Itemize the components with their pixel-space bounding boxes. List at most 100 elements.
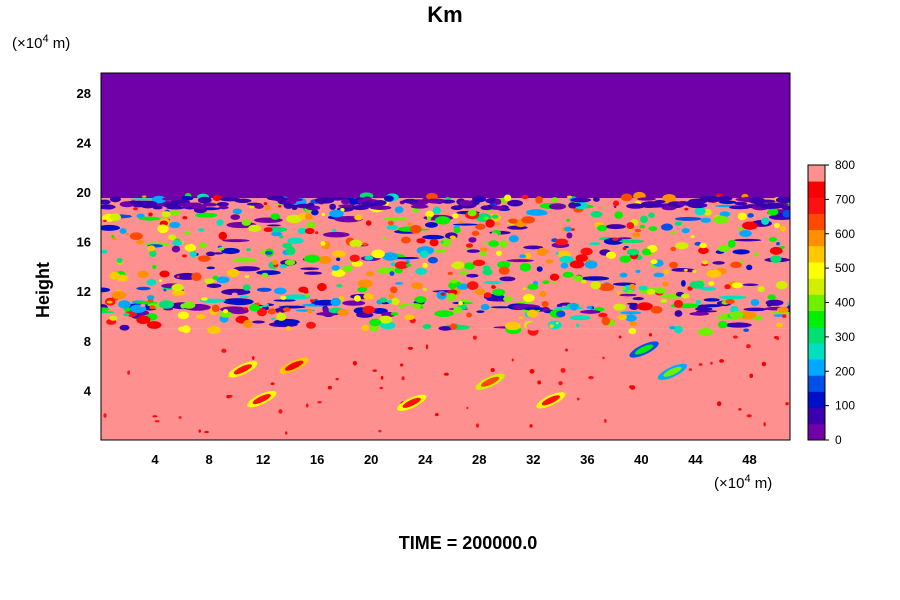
texture-streak: [680, 280, 686, 287]
texture-patch: [564, 226, 572, 232]
speckle: [776, 336, 780, 341]
texture-patch: [169, 221, 181, 229]
x-tick-label: 48: [742, 452, 756, 467]
texture-patch: [620, 193, 633, 202]
y-axis-unit: (×104 m): [12, 33, 70, 52]
texture-patch: [562, 271, 574, 278]
texture-patch: [109, 213, 121, 221]
y-tick-labels: 4 8 12 16 20 24 28: [77, 86, 92, 399]
texture-patch: [572, 275, 583, 282]
texture-patch: [242, 284, 251, 291]
texture-patch: [753, 252, 759, 257]
texture-patch: [739, 208, 746, 214]
texture-edge: [402, 198, 418, 204]
texture-patch: [267, 308, 277, 315]
texture-patch: [132, 207, 138, 211]
texture-patch: [466, 312, 472, 318]
texture-streak: [230, 214, 241, 220]
texture-patch: [641, 248, 651, 256]
texture-patch: [613, 200, 620, 207]
colorbar-swatch: [808, 423, 825, 441]
texture-streak: [287, 237, 304, 244]
texture-patch: [626, 222, 635, 229]
texture-patch: [684, 207, 689, 211]
texture-streak: [773, 314, 785, 317]
texture-patch: [614, 211, 623, 219]
texture-patch: [661, 223, 673, 231]
speckle: [749, 373, 754, 379]
texture-patch: [542, 280, 550, 285]
texture-streak: [566, 232, 573, 239]
texture-patch: [497, 260, 511, 269]
texture-patch: [590, 210, 603, 218]
texture-streak: [195, 212, 218, 218]
texture-patch: [737, 212, 747, 221]
texture-patch: [361, 242, 368, 246]
texture-patch: [559, 255, 574, 263]
colorbar-swatch: [808, 229, 825, 247]
texture-patch: [371, 249, 385, 259]
texture-streak: [101, 224, 120, 231]
texture-edge: [109, 196, 121, 203]
texture-patch: [521, 216, 536, 224]
speckle: [602, 356, 605, 360]
texture-patch: [687, 286, 693, 291]
texture-patch: [353, 295, 361, 302]
texture-patch: [159, 300, 174, 309]
texture-patch: [249, 304, 261, 312]
texture-patch: [738, 310, 757, 320]
texture-patch: [580, 247, 593, 256]
texture-patch: [363, 293, 374, 300]
texture-patch: [198, 228, 205, 232]
texture-patch: [204, 278, 215, 284]
texture-edge: [329, 203, 337, 210]
texture-patch: [750, 298, 760, 307]
texture-patch: [675, 242, 689, 250]
texture-edge: [760, 203, 777, 210]
texture-edge: [475, 198, 484, 202]
texture-patch: [748, 280, 753, 283]
speckle: [152, 415, 158, 418]
y-tick-label: 16: [77, 235, 91, 250]
texture-streak: [434, 310, 454, 318]
texture-patch: [440, 238, 452, 247]
speckle: [435, 412, 439, 417]
texture-patch: [646, 288, 656, 295]
texture-streak: [273, 318, 300, 325]
texture-patch: [451, 261, 465, 270]
texture-patch: [449, 278, 459, 284]
speckle: [226, 394, 231, 399]
texture-patch: [419, 250, 429, 258]
texture-streak: [605, 224, 626, 230]
texture-streak: [499, 276, 516, 282]
texture-patch: [622, 246, 627, 251]
texture-streak: [746, 264, 753, 271]
colorbar-swatch: [808, 375, 825, 392]
texture-patch: [498, 266, 510, 275]
texture-patch: [136, 315, 151, 325]
texture-patch: [196, 314, 206, 320]
texture-streak: [553, 306, 584, 310]
texture-patch: [522, 287, 526, 291]
texture-edge: [729, 205, 751, 210]
speckle: [576, 397, 580, 401]
colorbar-swatch: [808, 407, 825, 425]
speckle: [476, 423, 479, 428]
texture-patch: [258, 298, 269, 306]
x-tick-label: 24: [418, 452, 433, 467]
speckle: [178, 416, 182, 419]
texture-patch: [425, 210, 434, 218]
texture-patch: [575, 323, 580, 327]
texture-patch: [584, 260, 598, 269]
texture-edge: [101, 199, 111, 205]
texture-streak: [569, 315, 591, 321]
texture-patch: [503, 296, 513, 302]
texture-streak: [732, 249, 750, 255]
speckle: [558, 381, 563, 386]
y-tick-label: 12: [77, 284, 91, 299]
texture-streak: [589, 242, 601, 246]
texture-patch: [129, 232, 143, 240]
texture-patch: [365, 220, 372, 226]
texture-edge: [374, 200, 387, 206]
blob-5: [663, 366, 682, 377]
